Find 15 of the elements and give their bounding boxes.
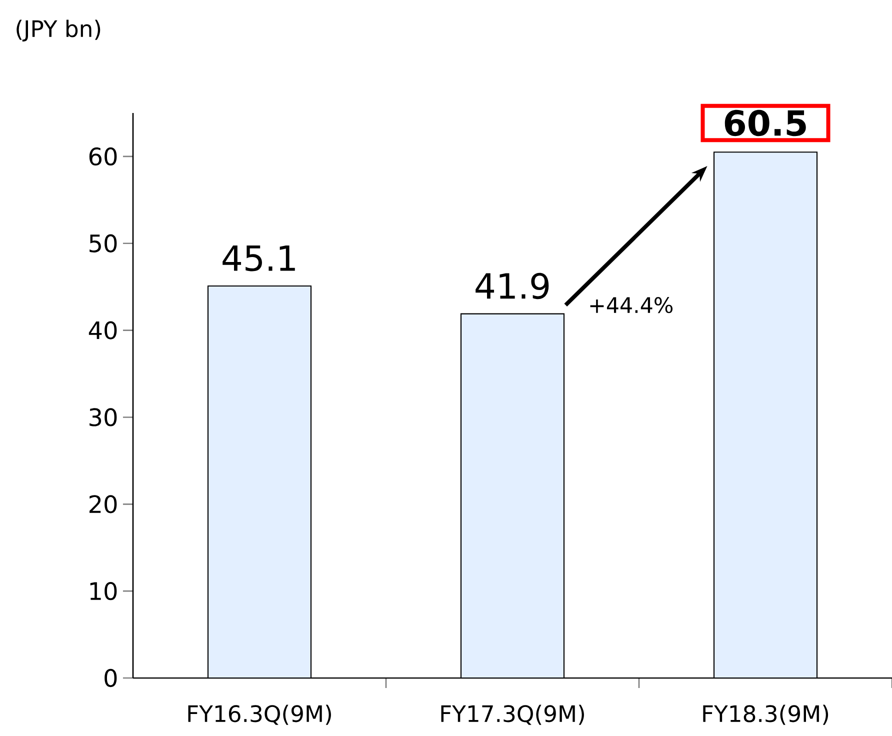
data-label: 45.1 xyxy=(222,245,295,272)
y-tick-label: 40 xyxy=(88,321,117,340)
y-tick-label: 50 xyxy=(90,234,117,252)
data-label: 41.9 xyxy=(476,272,549,300)
y-tick-label: 10 xyxy=(90,582,117,600)
x-tick-label: FY18.3(9M) xyxy=(703,704,828,725)
x-tick-label: FY17.3Q(9M) xyxy=(441,704,584,725)
y-tick-label: 60 xyxy=(89,147,117,166)
text: (JPY bn) xyxy=(16,20,100,42)
y-tick-label: 30 xyxy=(90,408,117,426)
y-tick-label: 20 xyxy=(90,495,117,514)
data-label: 60.5 xyxy=(724,110,806,136)
annotation: +44.4% xyxy=(590,297,673,314)
x-tick-label: FY16.3Q(9M) xyxy=(188,704,331,725)
y-tick-label: 0 xyxy=(104,668,117,688)
